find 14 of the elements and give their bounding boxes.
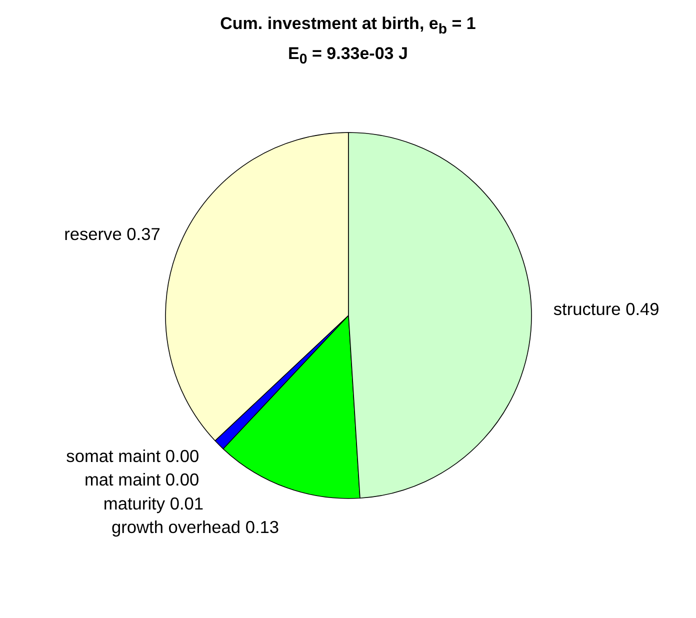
data-label: 0.37 bbox=[126, 224, 160, 244]
slice-label: maturity bbox=[103, 493, 166, 514]
data-label: 0.13 bbox=[245, 517, 280, 538]
slice-label: structure bbox=[553, 299, 621, 320]
slice-label: reserve bbox=[64, 224, 122, 244]
slice-label: growth overhead bbox=[111, 517, 241, 538]
data-label: 0.49 bbox=[626, 299, 660, 320]
text: 0.00 bbox=[165, 470, 200, 490]
data-label: 0.01 bbox=[170, 493, 204, 514]
chart-subtitle: E$_{0}$ = 9.33e-03 J bbox=[287, 42, 409, 70]
category-label: somat maint bbox=[66, 446, 161, 466]
text: 0.00 bbox=[165, 446, 200, 466]
category-label: mat maint bbox=[84, 470, 161, 490]
chart-title: Cum. investment at birth, e$_{b}$ = 1 bbox=[220, 13, 476, 40]
